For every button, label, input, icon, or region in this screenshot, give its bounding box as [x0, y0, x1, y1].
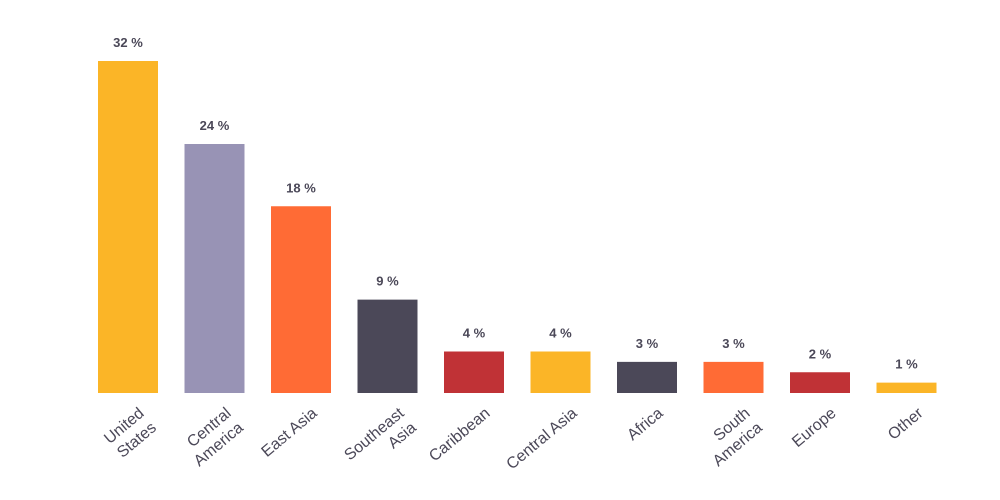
bar	[357, 299, 418, 393]
bar	[444, 351, 504, 393]
bar	[876, 382, 937, 393]
bar	[271, 206, 331, 393]
value-label: 1 %	[895, 357, 918, 372]
bar	[703, 361, 764, 393]
bar	[530, 351, 591, 393]
bar	[98, 61, 158, 393]
value-label: 24 %	[200, 118, 230, 133]
value-label: 4 %	[549, 326, 572, 341]
value-label: 32 %	[113, 35, 143, 50]
value-label: 18 %	[286, 180, 316, 195]
bar	[617, 361, 677, 393]
bar	[790, 372, 850, 393]
value-label: 3 %	[636, 336, 659, 351]
value-label: 2 %	[809, 346, 832, 361]
value-label: 4 %	[463, 326, 486, 341]
value-label: 9 %	[376, 274, 399, 289]
value-label: 3 %	[722, 336, 745, 351]
bar	[184, 144, 245, 393]
